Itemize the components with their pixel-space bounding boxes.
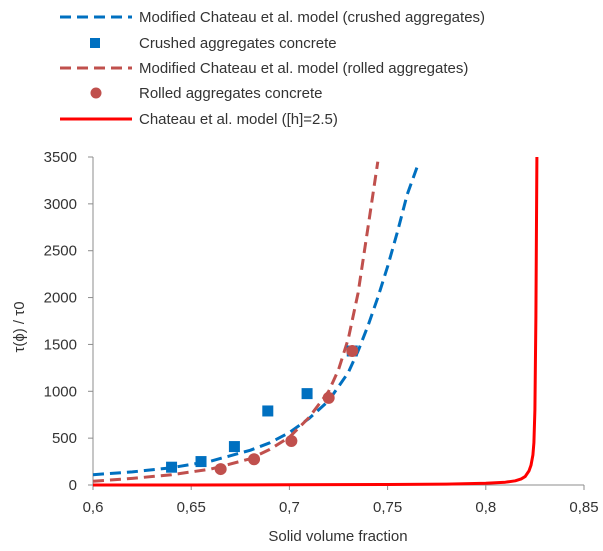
y-tick-label: 0 xyxy=(69,477,77,494)
x-tick-label: 0,6 xyxy=(83,499,104,516)
legend: Modified Chateau et al. model (crushed a… xyxy=(60,9,485,128)
y-tick-label: 2500 xyxy=(44,243,77,260)
legend-swatch-crushed-data xyxy=(90,38,100,48)
data-point-rolled xyxy=(214,463,227,476)
series-layer xyxy=(92,156,539,487)
data-point-crushed xyxy=(228,441,240,453)
data-point-crushed xyxy=(301,388,313,400)
legend-item-crushed-model: Modified Chateau et al. model (crushed a… xyxy=(60,9,485,26)
y-tick-label: 3500 xyxy=(44,149,77,166)
legend-item-crushed-data: Crushed aggregates concrete xyxy=(90,35,337,52)
x-tick-label: 0,8 xyxy=(475,499,496,516)
legend-item-chateau-model: Chateau et al. model ([h]=2.5) xyxy=(60,111,338,128)
legend-label-crushed-data: Crushed aggregates concrete xyxy=(139,35,337,52)
y-tick-label: 3000 xyxy=(44,196,77,213)
legend-label-crushed-model: Modified Chateau et al. model (crushed a… xyxy=(139,9,485,26)
data-point-crushed xyxy=(195,456,207,468)
y-tick-label: 1000 xyxy=(44,383,77,400)
y-tick-label: 2000 xyxy=(44,290,77,307)
y-tick-label: 1500 xyxy=(44,336,77,353)
x-axis-title: Solid volume fraction xyxy=(268,528,407,545)
data-point-rolled xyxy=(248,453,261,466)
legend-item-rolled-model: Modified Chateau et al. model (rolled ag… xyxy=(60,60,468,77)
y-axis-title: τ(ϕ) / τ0 xyxy=(11,301,28,352)
data-point-rolled xyxy=(322,391,335,404)
x-tick-label: 0,75 xyxy=(373,499,402,516)
legend-label-chateau-model: Chateau et al. model ([h]=2.5) xyxy=(139,111,338,128)
legend-label-rolled-data: Rolled aggregates concrete xyxy=(139,85,322,102)
y-tick-label: 500 xyxy=(52,430,77,447)
axes: 0 500 1000 1500 2000 2500 3000 3500 0,6 0,65 0,7 0,… xyxy=(44,149,599,516)
data-point-rolled xyxy=(285,434,298,447)
series-line-modified-chateau-et-al-model-rolled-aggregates xyxy=(92,161,380,483)
data-point-crushed xyxy=(262,405,274,417)
plot-area: 0 500 1000 1500 2000 2500 3000 3500 0,6 0,65 0,7 0,… xyxy=(44,149,599,516)
x-tick-label: 0,7 xyxy=(279,499,300,516)
legend-item-rolled-data: Rolled aggregates concrete xyxy=(90,85,322,102)
series-line-chateau-et-al-model-h-2-5 xyxy=(93,156,539,487)
data-point-crushed xyxy=(166,461,178,473)
legend-swatch-rolled-data xyxy=(90,87,102,99)
x-tick-label: 0,65 xyxy=(177,499,206,516)
x-tick-label: 0,85 xyxy=(569,499,598,516)
data-point-rolled xyxy=(346,344,359,357)
legend-label-rolled-model: Modified Chateau et al. model (rolled ag… xyxy=(139,60,468,77)
